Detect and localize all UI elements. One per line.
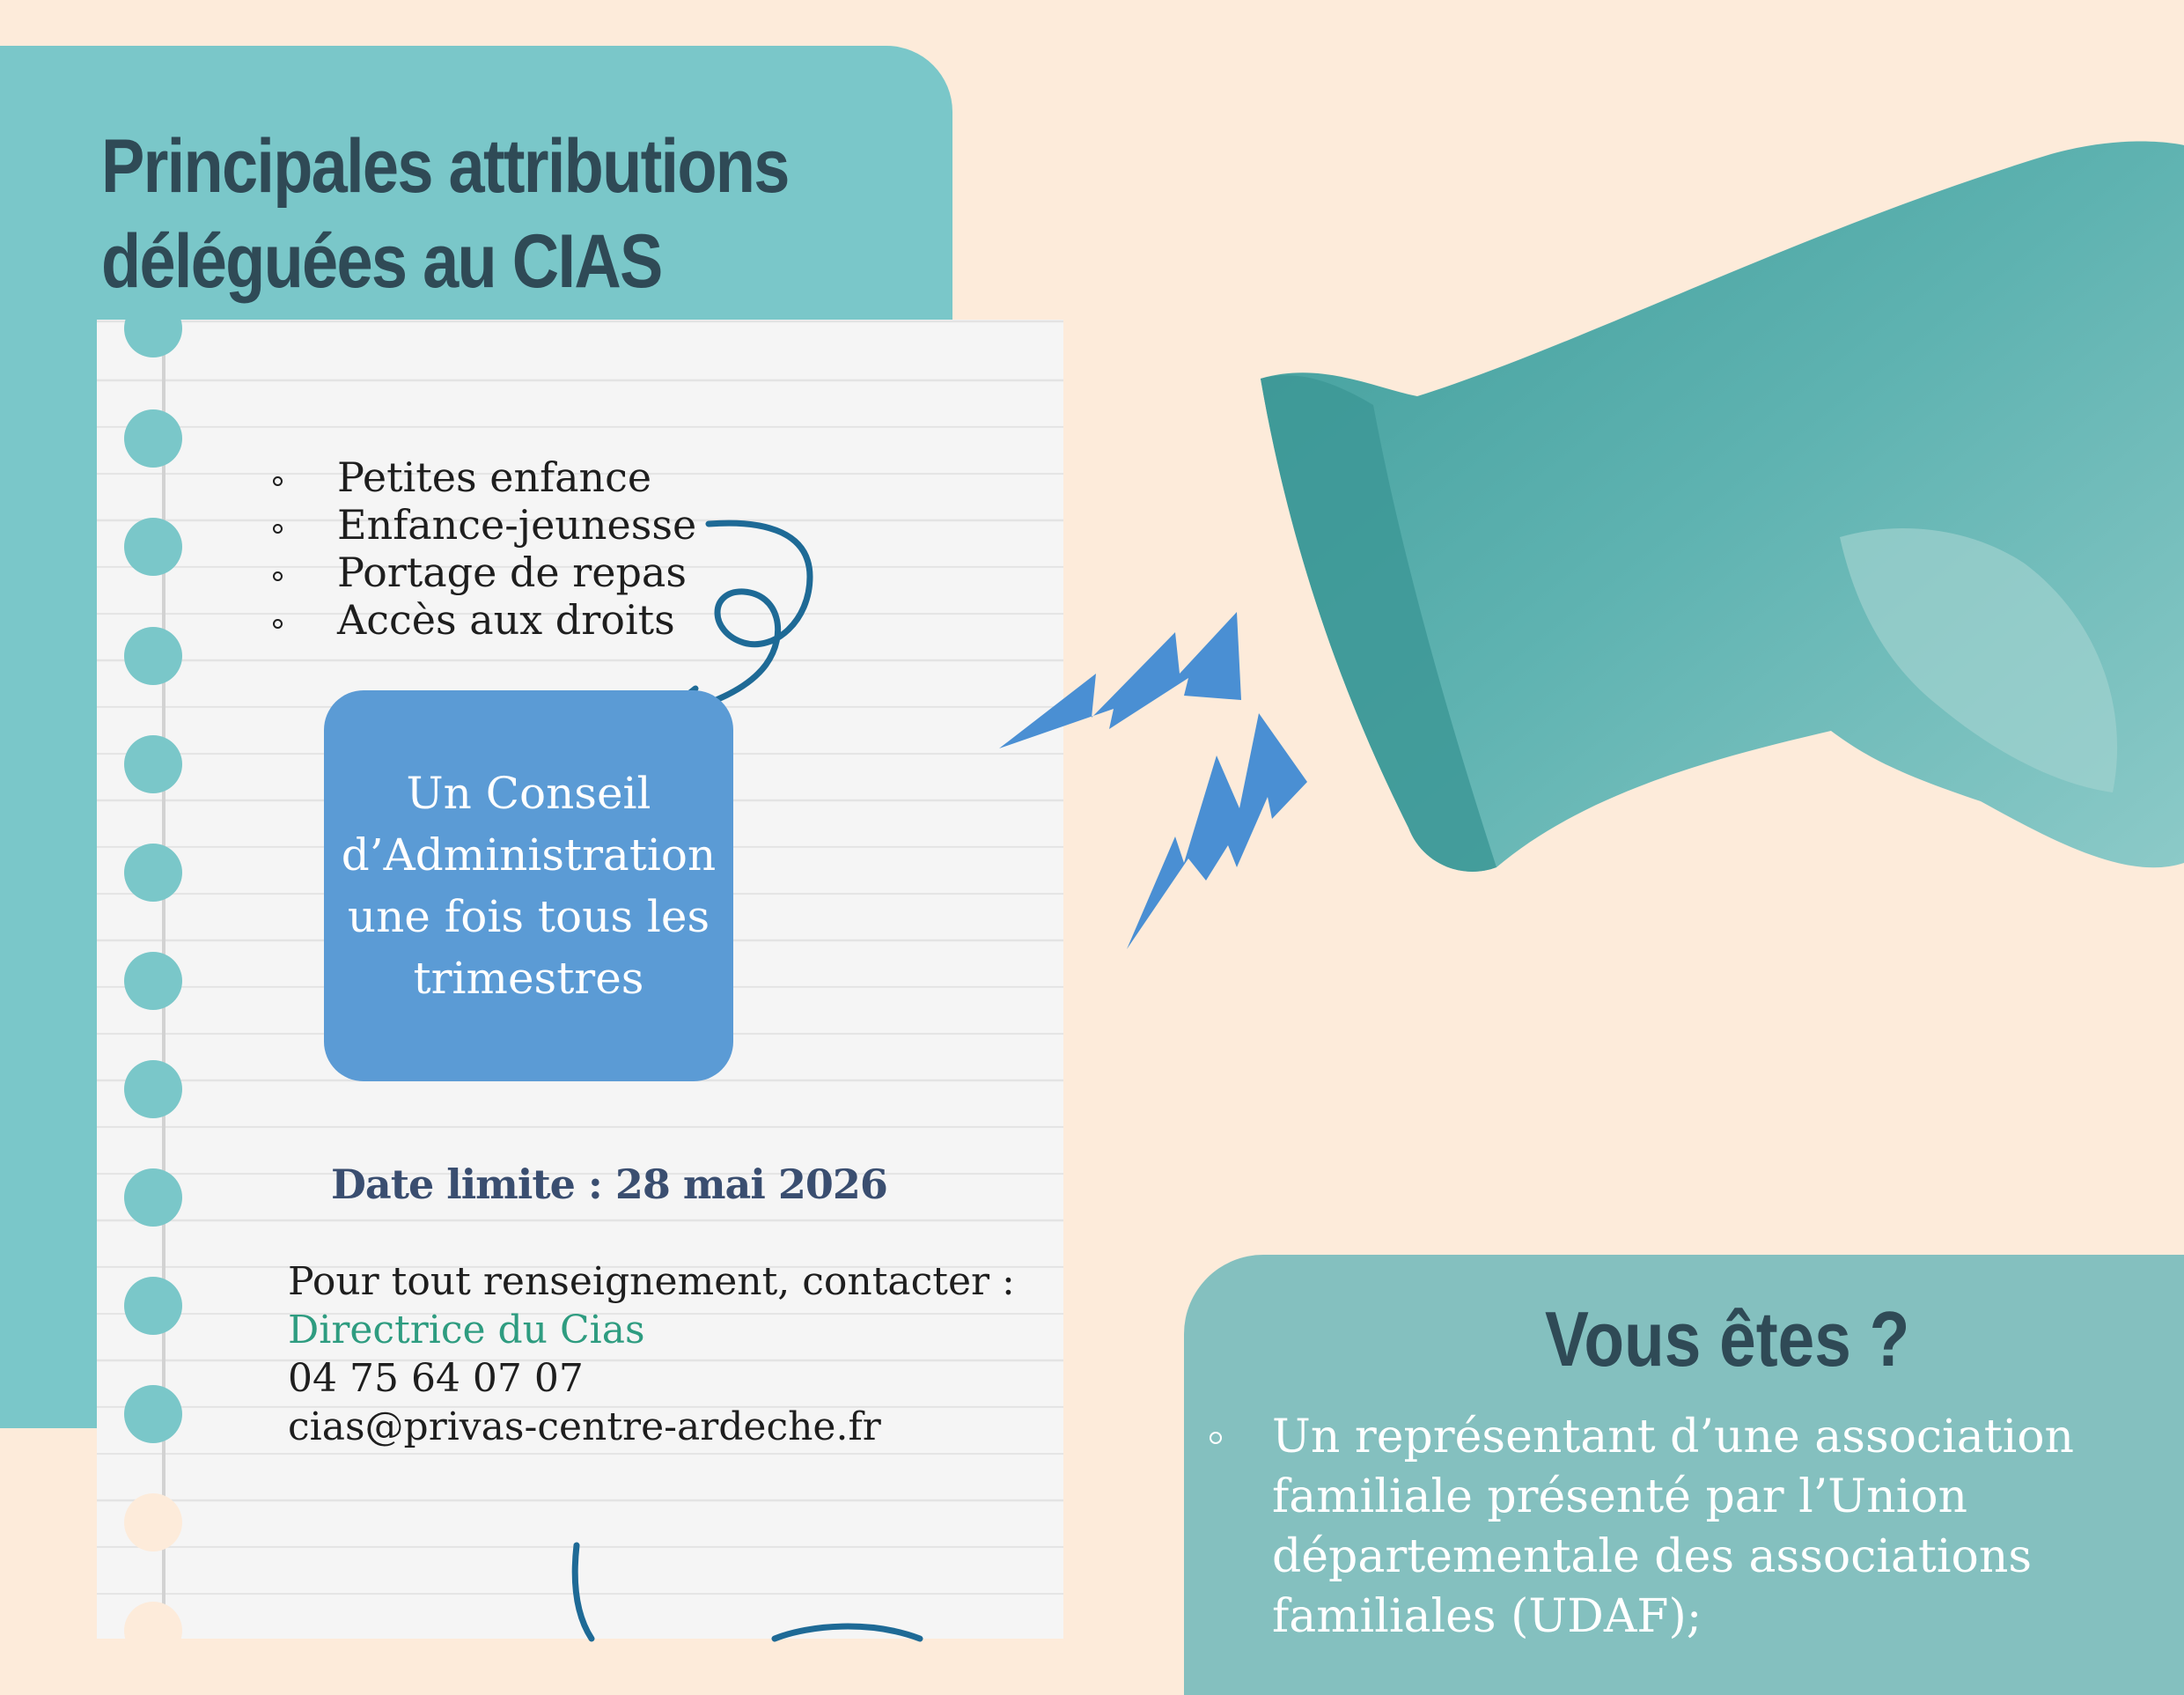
page-title-line2: déléguées au CIAS (101, 219, 663, 304)
list-item: Accès aux droits (264, 596, 696, 644)
binder-hole (124, 627, 182, 685)
deadline-text: Date limite : 28 mai 2026 (331, 1161, 888, 1208)
list-item-line: familiale présenté par l’Union (1272, 1470, 1968, 1523)
council-info-box: Un Conseil d’Administration une fois tou… (324, 690, 733, 1081)
council-line: Un Conseil (406, 768, 651, 819)
page-title-line1: Principales attributions (101, 124, 790, 209)
vous-etes-list: Un représentant d’une association famili… (1208, 1407, 2074, 1647)
lightning-bolt-icon (999, 612, 1307, 949)
binder-hole (124, 844, 182, 902)
list-item: Portage de repas (264, 549, 696, 596)
vous-etes-panel (1184, 1255, 2184, 1695)
contact-phone: 04 75 64 07 07 (288, 1356, 584, 1401)
attributions-list: Petites enfance Enfance-jeunesse Portage… (264, 453, 696, 644)
contact-person: Directrice du Cias (288, 1308, 645, 1352)
binder-hole (124, 1385, 182, 1443)
list-item: Un représentant d’une association famili… (1208, 1407, 2074, 1647)
list-item-line: Un représentant d’une association (1272, 1411, 2075, 1463)
binder-hole (124, 299, 182, 357)
list-item: Petites enfance (264, 453, 696, 501)
binder-hole (124, 1168, 182, 1227)
contact-block: Pour tout renseignement, contacter : Dir… (288, 1257, 1015, 1451)
contact-email[interactable]: cias@privas-centre-ardeche.fr (288, 1404, 881, 1449)
binder-hole (124, 518, 182, 576)
list-item-line: départementale des associations (1272, 1530, 2033, 1583)
binder-hole (124, 1060, 182, 1118)
list-item-line: familiales (UDAF); (1272, 1590, 1702, 1643)
megaphone-icon (1261, 141, 2184, 872)
contact-intro: Pour tout renseignement, contacter : (288, 1259, 1015, 1304)
page-title: Principales attributions déléguées au CI… (101, 119, 790, 309)
binder-hole (124, 952, 182, 1010)
list-item: Enfance-jeunesse (264, 501, 696, 549)
binder-hole (124, 409, 182, 468)
council-line: une fois tous les (347, 891, 710, 942)
binder-hole (124, 1493, 182, 1551)
binder-hole (124, 735, 182, 793)
council-line: d’Administration (341, 829, 717, 881)
council-line: trimestres (413, 953, 644, 1004)
vous-etes-title: Vous êtes ? (1545, 1295, 1910, 1382)
binder-hole (124, 1277, 182, 1335)
